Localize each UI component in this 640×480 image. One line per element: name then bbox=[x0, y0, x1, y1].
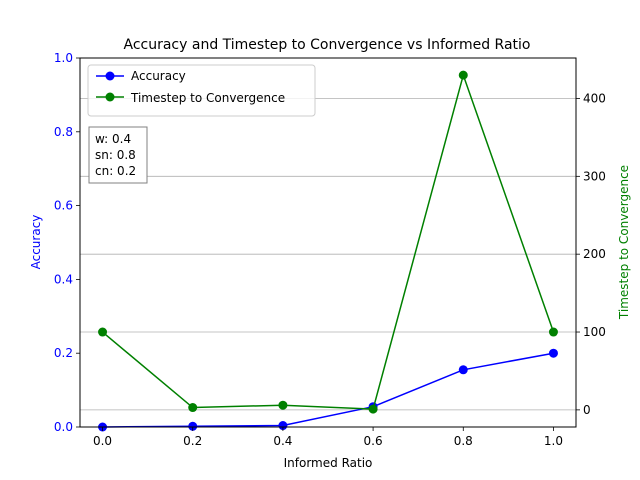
legend-label-timestep: Timestep to Convergence bbox=[130, 91, 285, 105]
data-point-accuracy bbox=[548, 348, 558, 358]
data-point-accuracy bbox=[278, 421, 288, 431]
data-point-accuracy bbox=[458, 365, 468, 375]
data-point-timestep bbox=[368, 404, 378, 414]
y-left-tick-label: 0.6 bbox=[54, 199, 73, 213]
y-left-tick-label: 0.4 bbox=[54, 272, 73, 286]
x-tick-label: 0.6 bbox=[364, 434, 383, 448]
data-point-timestep bbox=[458, 70, 468, 80]
annotation-line-cn: cn: 0.2 bbox=[95, 164, 136, 178]
y-axis-left: 0.0 0.2 0.4 0.6 0.8 1.0 bbox=[54, 51, 80, 434]
y-right-tick-label: 100 bbox=[583, 325, 606, 339]
x-tick-label: 1.0 bbox=[544, 434, 563, 448]
annotation-box bbox=[88, 126, 148, 184]
y-right-tick-label: 300 bbox=[583, 169, 606, 183]
data-point-timestep bbox=[188, 403, 198, 413]
y-right-tick-label: 200 bbox=[583, 247, 606, 261]
x-tick-label: 0.4 bbox=[273, 434, 292, 448]
y-right-tick-label: 400 bbox=[583, 91, 606, 105]
series-layer bbox=[98, 70, 558, 432]
series-line-timestep bbox=[102, 72, 555, 410]
y-right-tick-label: 0 bbox=[583, 403, 591, 417]
legend-box bbox=[87, 64, 316, 117]
legend-marker-timestep bbox=[105, 92, 115, 102]
x-tick-label: 0.2 bbox=[183, 434, 202, 448]
x-axis: 0.0 0.2 0.4 0.6 0.8 1.0 bbox=[93, 427, 563, 448]
y-left-tick-label: 0.2 bbox=[54, 346, 73, 360]
y-axis-right-label: Timestep to Convergence bbox=[617, 165, 631, 320]
y-axis-left-label: Accuracy bbox=[29, 215, 43, 270]
x-tick-label: 0.0 bbox=[93, 434, 112, 448]
plot-frame bbox=[79, 57, 577, 428]
y-left-tick-label: 1.0 bbox=[54, 51, 73, 65]
x-axis-label: Informed Ratio bbox=[284, 456, 373, 470]
data-point-timestep bbox=[98, 327, 108, 337]
y-axis-right: 0 100 200 300 400 bbox=[576, 91, 606, 417]
parameter-annotation: w: 0.4 sn: 0.8 cn: 0.2 bbox=[88, 126, 148, 184]
y-left-tick-label: 0.0 bbox=[54, 420, 73, 434]
chart-title: Accuracy and Timestep to Convergence vs … bbox=[124, 37, 531, 53]
x-tick-label: 0.8 bbox=[454, 434, 473, 448]
annotation-line-w: w: 0.4 bbox=[95, 132, 131, 146]
series-line-accuracy bbox=[102, 352, 554, 428]
data-point-timestep bbox=[548, 327, 558, 337]
data-point-accuracy bbox=[188, 421, 198, 431]
data-point-timestep bbox=[278, 400, 288, 410]
legend: Accuracy Timestep to Convergence bbox=[87, 64, 316, 117]
y-left-tick-label: 0.8 bbox=[54, 125, 73, 139]
annotation-line-sn: sn: 0.8 bbox=[95, 148, 136, 162]
legend-label-accuracy: Accuracy bbox=[131, 69, 186, 83]
legend-marker-accuracy bbox=[105, 71, 115, 81]
